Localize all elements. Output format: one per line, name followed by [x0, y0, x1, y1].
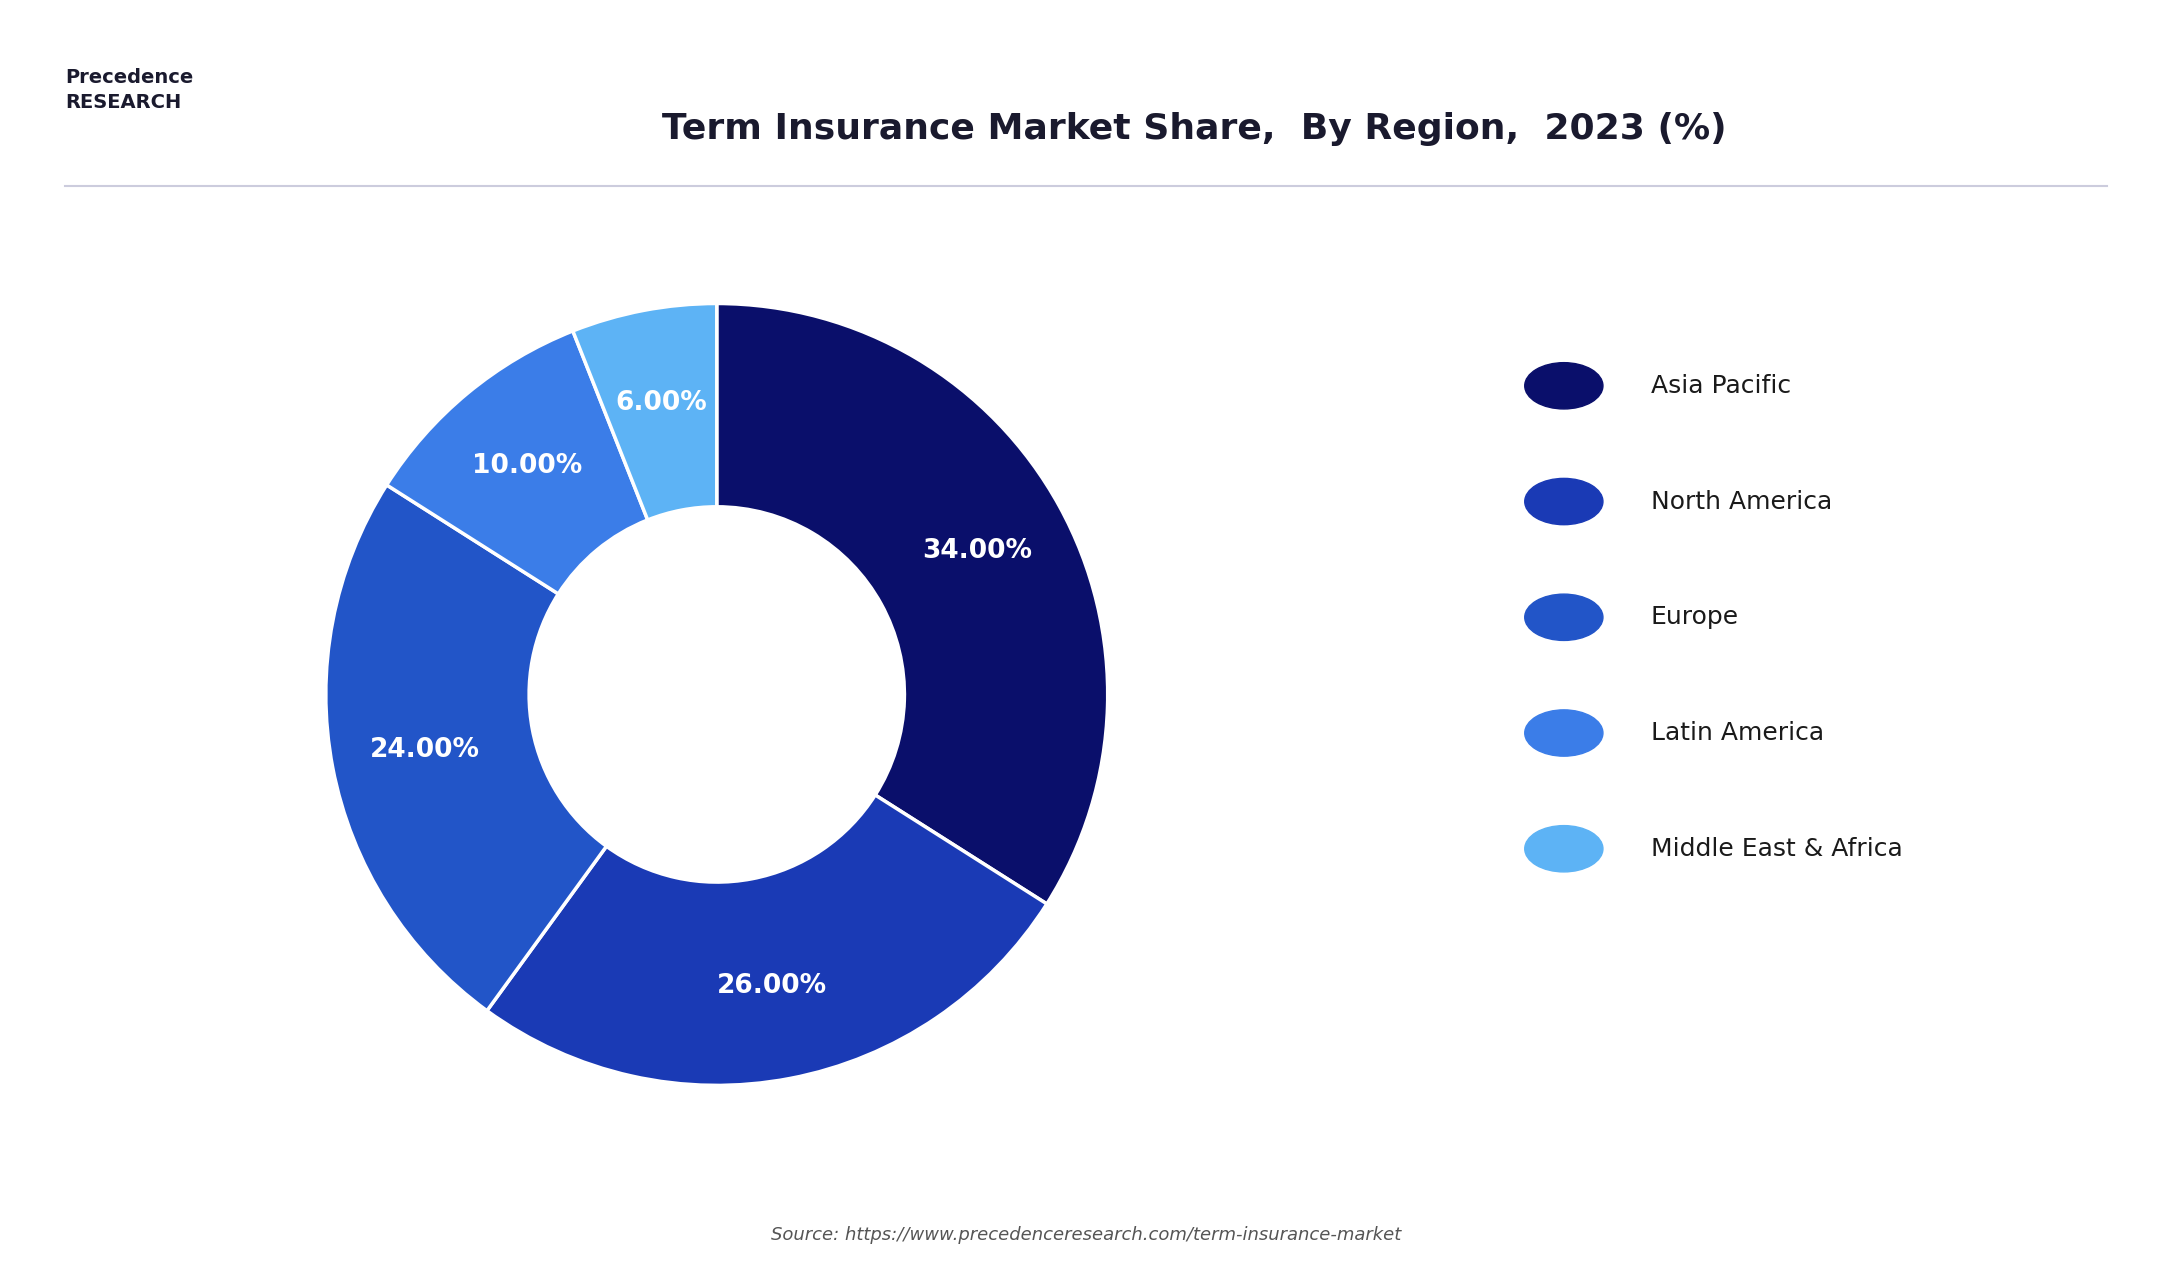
Text: Europe: Europe [1651, 606, 1740, 629]
Text: Asia Pacific: Asia Pacific [1651, 374, 1792, 397]
Text: Source: https://www.precedenceresearch.com/term-insurance-market: Source: https://www.precedenceresearch.c… [771, 1226, 1401, 1244]
Wedge shape [387, 331, 647, 594]
Text: Middle East & Africa: Middle East & Africa [1651, 837, 1903, 860]
Text: 26.00%: 26.00% [717, 974, 828, 999]
Text: 10.00%: 10.00% [471, 453, 582, 478]
Text: Term Insurance Market Share,  By Region,  2023 (%): Term Insurance Market Share, By Region, … [662, 112, 1727, 145]
Text: 34.00%: 34.00% [923, 539, 1032, 565]
Wedge shape [717, 303, 1108, 904]
Wedge shape [573, 303, 717, 520]
Wedge shape [487, 795, 1047, 1085]
Text: Latin America: Latin America [1651, 721, 1824, 745]
Text: 24.00%: 24.00% [369, 737, 480, 763]
Wedge shape [326, 485, 606, 1011]
Text: 6.00%: 6.00% [615, 390, 706, 415]
Text: Precedence
RESEARCH: Precedence RESEARCH [65, 68, 193, 112]
Text: North America: North America [1651, 490, 1831, 513]
